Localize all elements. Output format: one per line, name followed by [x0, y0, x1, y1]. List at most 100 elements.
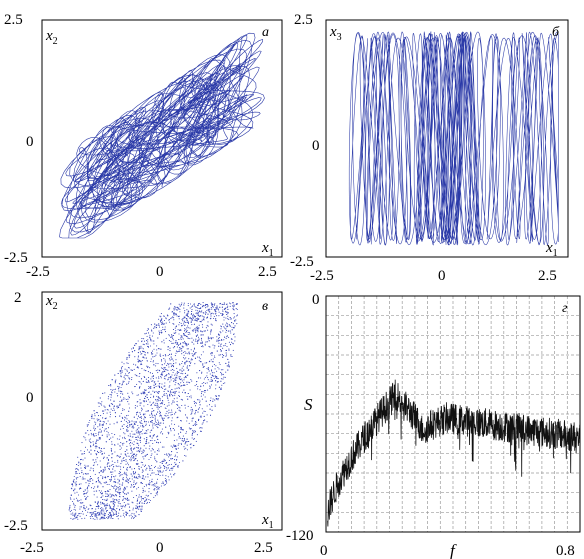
data-point	[121, 474, 123, 476]
data-point	[147, 391, 149, 394]
data-point	[106, 516, 108, 519]
data-point	[119, 445, 121, 447]
data-point	[147, 343, 149, 345]
data-point	[106, 466, 108, 468]
data-point	[102, 502, 104, 504]
data-point	[141, 393, 143, 395]
data-point	[172, 339, 174, 341]
data-point	[149, 416, 151, 419]
data-point	[80, 467, 82, 469]
data-point	[128, 438, 130, 440]
data-point	[95, 454, 98, 456]
data-point	[151, 372, 154, 374]
data-point	[154, 323, 156, 325]
data-point	[160, 377, 162, 379]
data-point	[206, 421, 208, 423]
data-point	[128, 506, 131, 508]
data-point	[156, 435, 158, 437]
data-point	[176, 315, 178, 317]
data-point	[228, 324, 230, 326]
data-point	[220, 343, 222, 345]
data-point	[149, 401, 151, 403]
data-point	[110, 389, 112, 391]
data-point	[99, 397, 101, 399]
data-point	[79, 476, 81, 478]
data-point	[72, 518, 74, 520]
data-point	[149, 435, 151, 437]
data-point	[168, 454, 171, 456]
data-point	[214, 313, 217, 315]
data-point	[139, 421, 141, 423]
data-point	[179, 376, 181, 378]
data-point	[179, 343, 182, 345]
data-point	[198, 360, 200, 362]
data-point	[200, 354, 202, 356]
data-point	[193, 354, 195, 356]
data-point	[101, 404, 103, 406]
data-point	[201, 408, 203, 410]
data-point	[210, 329, 212, 331]
data-point	[162, 433, 164, 435]
data-point	[151, 350, 154, 352]
data-point	[101, 434, 103, 436]
data-point	[174, 465, 176, 467]
data-point	[229, 344, 232, 346]
data-point	[113, 486, 115, 488]
data-point	[157, 467, 159, 469]
data-point	[157, 380, 159, 382]
data-point	[95, 442, 97, 444]
data-point	[74, 515, 76, 517]
data-point	[128, 455, 130, 457]
panel-b-ytick-top: 2.5	[294, 12, 313, 28]
data-point	[144, 500, 146, 502]
data-point	[117, 515, 119, 517]
data-point	[137, 477, 139, 480]
data-point	[112, 436, 114, 438]
data-point	[143, 485, 145, 488]
data-point	[137, 505, 139, 507]
data-point	[80, 502, 82, 504]
data-point	[213, 375, 215, 377]
data-point	[131, 490, 133, 492]
data-point	[110, 448, 112, 450]
data-point	[103, 405, 105, 407]
data-point	[181, 302, 183, 304]
data-point	[174, 355, 176, 357]
data-point	[144, 455, 146, 457]
data-point	[207, 329, 209, 331]
data-point	[176, 351, 179, 353]
data-point	[190, 379, 192, 381]
data-point	[190, 428, 192, 430]
data-point	[204, 410, 206, 413]
panel-c: в x2 x1 2 0 -2.5 -2.5 0 2.5	[4, 290, 283, 556]
data-point	[124, 374, 126, 376]
data-point	[84, 437, 86, 439]
data-point	[134, 356, 136, 358]
data-point	[94, 429, 96, 431]
data-point	[69, 507, 71, 509]
data-point	[184, 342, 186, 344]
data-point	[119, 390, 121, 392]
data-point	[137, 486, 139, 488]
data-point	[191, 437, 193, 439]
data-point	[153, 327, 155, 329]
data-point	[130, 447, 132, 449]
data-point	[155, 402, 157, 404]
data-point	[74, 509, 77, 511]
data-point	[84, 467, 86, 469]
data-point	[95, 510, 97, 512]
data-point	[174, 308, 176, 310]
data-point	[163, 319, 166, 322]
data-point	[160, 355, 162, 357]
data-point	[152, 435, 154, 437]
data-point	[211, 352, 214, 354]
data-point	[191, 310, 193, 313]
data-point	[149, 337, 151, 339]
data-point	[187, 331, 189, 334]
panel-a: а x2 x1 2.5 0 -2.5 -2.5 0 2.5	[4, 12, 283, 280]
data-point	[151, 447, 153, 449]
data-point	[184, 414, 187, 416]
data-point	[201, 427, 203, 429]
data-point	[206, 304, 209, 306]
data-point	[114, 510, 116, 512]
